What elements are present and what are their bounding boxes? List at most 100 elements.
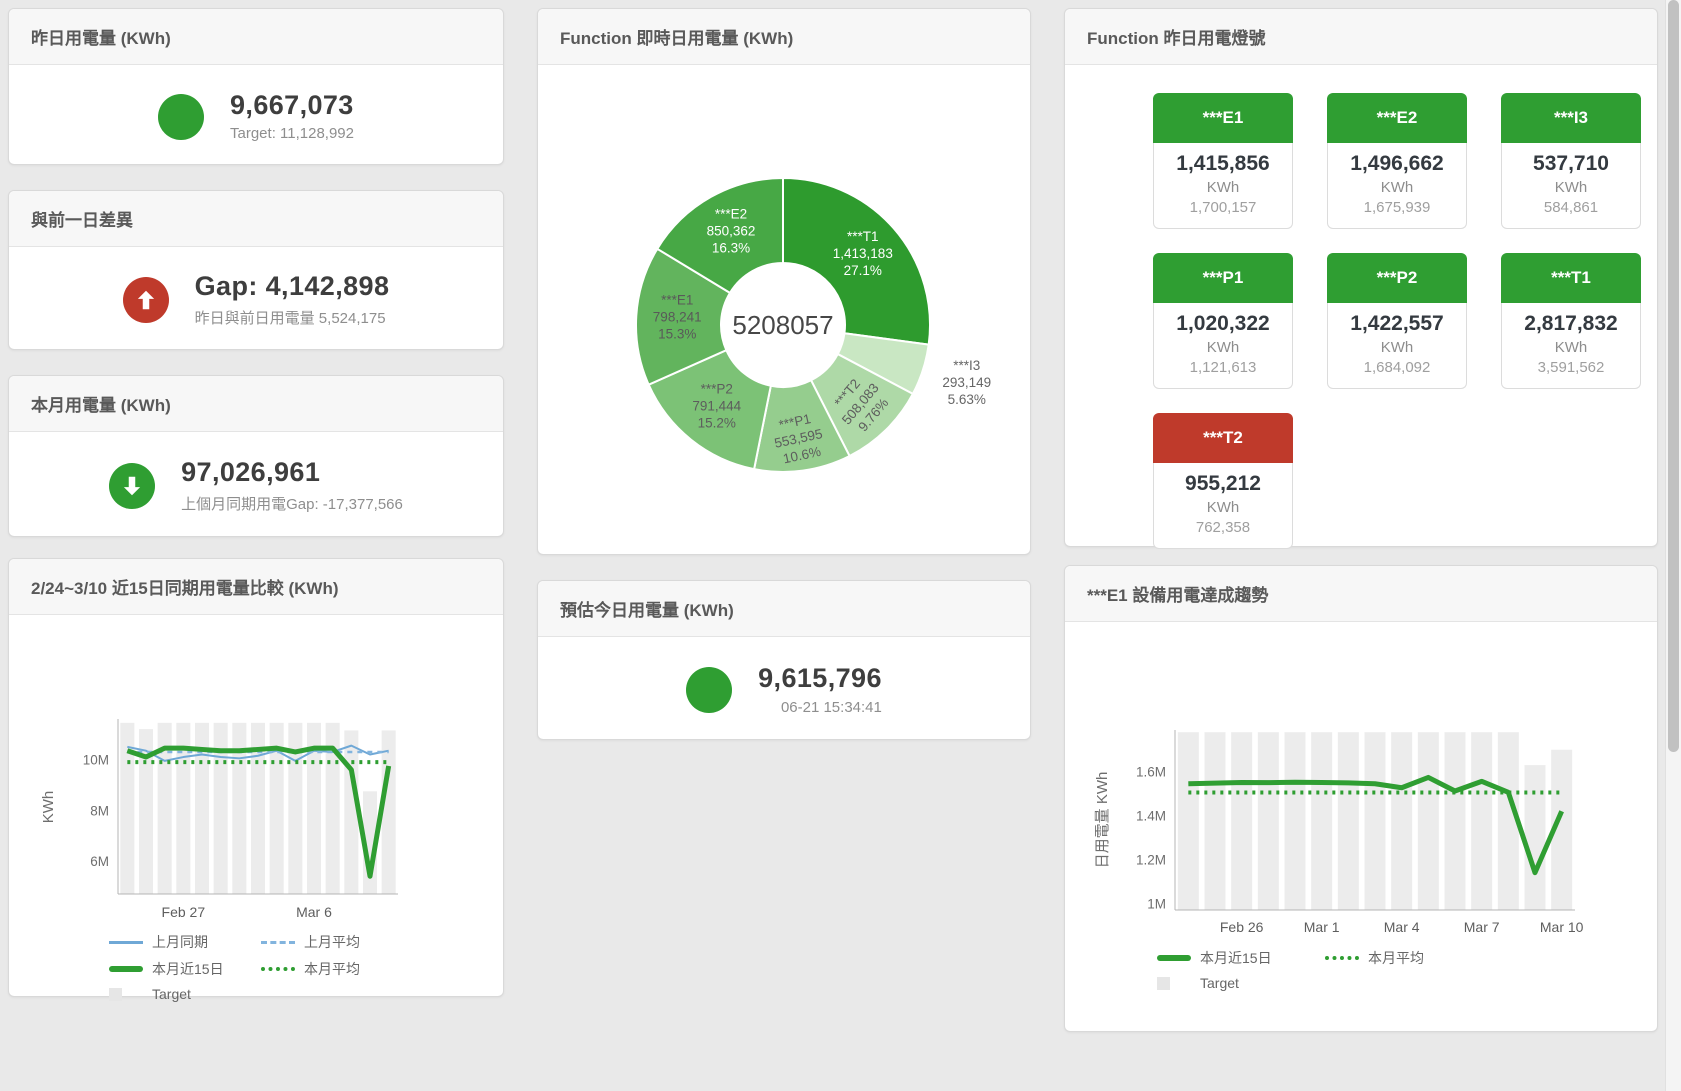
- y-axis-label: 日用電量 KWh: [1094, 772, 1111, 869]
- tile-value: 1,496,662: [1350, 152, 1444, 175]
- function-tile-I3[interactable]: ***I3 537,710 KWh 584,861: [1501, 93, 1641, 229]
- svg-text:***P2: ***P2: [701, 382, 733, 397]
- target-bar: [157, 722, 172, 894]
- scrollbar-thumb[interactable]: [1668, 0, 1679, 752]
- legend-item-本月平均[interactable]: 本月平均: [261, 959, 413, 979]
- tile-target: 3,591,562: [1537, 359, 1605, 376]
- svg-text:293,149: 293,149: [942, 375, 991, 390]
- legend-item-Target[interactable]: Target: [1157, 975, 1325, 991]
- svg-text:***I3: ***I3: [953, 358, 980, 373]
- tile-value: 2,817,832: [1524, 312, 1618, 335]
- kpi-gap: Gap: 4,142,898 昨日與前日用電量 5,524,175: [9, 247, 503, 353]
- donut-label-T1: ***T1 1,413,183 27.1%: [833, 229, 893, 278]
- y-axis-label: KWh: [40, 791, 57, 824]
- tile-body: 1,496,662 KWh 1,675,939: [1327, 143, 1467, 229]
- compare-chart-area: 6M 8M 10M Feb 27 Mar 6 KWh: [23, 711, 503, 928]
- series-thick: [1188, 774, 1564, 876]
- target-bar: [1417, 732, 1439, 910]
- target-bar: [251, 722, 265, 894]
- target-bar: [176, 722, 191, 894]
- target-bar: [1444, 732, 1466, 910]
- tile-target: 1,121,613: [1189, 359, 1257, 376]
- e1-trend-chart: 1M 1.2M 1.4M 1.6M Feb 26 Mar 1 Mar 4 Mar 7 Mar 1…: [1094, 730, 1584, 935]
- function-tile-T2[interactable]: ***T2 955,212 KWh 762,358: [1153, 413, 1293, 549]
- tile-label: ***P2: [1327, 253, 1467, 303]
- svg-text:***T1: ***T1: [847, 229, 879, 244]
- tile-label: ***T2: [1153, 413, 1293, 463]
- function-tile-T1[interactable]: ***T1 2,817,832 KWh 3,591,562: [1501, 253, 1641, 389]
- legend-item-本月近15日[interactable]: 本月近15日: [1157, 948, 1325, 968]
- card-title: Function 即時日用電量 (KWh): [538, 9, 1030, 65]
- legend-label: 本月近15日: [1200, 950, 1272, 966]
- donut-slice-E2[interactable]: [655, 176, 784, 295]
- tile-target: 1,700,157: [1189, 199, 1257, 216]
- target-bar: [213, 722, 228, 894]
- tile-label: ***E1: [1153, 93, 1293, 143]
- target-bar: [1231, 732, 1253, 910]
- legend-item-本月近15日[interactable]: 本月近15日: [109, 959, 261, 979]
- donut-label-P2: ***P2 791,444 15.2%: [692, 382, 741, 431]
- target-bar: [1177, 732, 1199, 910]
- tile-unit: KWh: [1380, 179, 1414, 196]
- kpi-text: Gap: 4,142,898 昨日與前日用電量 5,524,175: [195, 271, 390, 328]
- target-bar: [1284, 732, 1306, 910]
- target-bar: [139, 729, 153, 894]
- function-tile-P2[interactable]: ***P2 1,422,557 KWh 1,684,092: [1327, 253, 1467, 389]
- kpi-value: 97,026,961: [181, 457, 321, 488]
- donut-slice-T1[interactable]: [782, 176, 931, 346]
- svg-text:27.1%: 27.1%: [844, 263, 882, 278]
- legend-dotted-sample: [1325, 956, 1359, 960]
- legend-thick-sample: [109, 966, 143, 972]
- x-tick: Mar 6: [296, 904, 332, 920]
- vertical-scrollbar[interactable]: [1665, 0, 1681, 1091]
- svg-text:***E1: ***E1: [661, 292, 693, 307]
- card-title: 與前一日差異: [9, 191, 503, 247]
- x-tick: Feb 27: [162, 904, 206, 920]
- status-circle-green: [686, 667, 733, 713]
- legend-square-sample: [1157, 976, 1170, 990]
- legend-label: Target: [152, 986, 191, 1002]
- donut-slice-E1[interactable]: [635, 247, 732, 387]
- y-tick: 1.6M: [1136, 765, 1166, 780]
- svg-text:15.3%: 15.3%: [658, 326, 696, 341]
- target-bar: [232, 722, 247, 894]
- legend-label: 上月同期: [152, 934, 208, 950]
- function-tile-P1[interactable]: ***P1 1,020,322 KWh 1,121,613: [1153, 253, 1293, 389]
- target-bar: [288, 722, 303, 894]
- e1-legend: 本月近15日 本月平均 Target: [1157, 948, 1657, 991]
- donut-center-total: 5208057: [732, 310, 833, 340]
- tile-body: 1,422,557 KWh 1,684,092: [1327, 303, 1467, 389]
- series-thin: [127, 744, 389, 762]
- realtime-usage-donut[interactable]: ***T1 1,413,183 27.1% ***I3 293,149 5.63% ***T…: [538, 65, 1028, 553]
- tile-unit: KWh: [1554, 179, 1588, 196]
- svg-text:791,444: 791,444: [692, 399, 741, 414]
- function-tile-E1[interactable]: ***E1 1,415,856 KWh 1,700,157: [1153, 93, 1293, 229]
- target-bar: [344, 730, 359, 894]
- legend-item-Target[interactable]: Target: [109, 986, 261, 1002]
- function-tile-E2[interactable]: ***E2 1,496,662 KWh 1,675,939: [1327, 93, 1467, 229]
- tile-unit: KWh: [1206, 499, 1240, 516]
- compare-legend: 上月同期 上月平均本月近15日 本月平均 Target: [109, 932, 503, 1002]
- legend-dashed-sample: [261, 940, 295, 944]
- donut-label-E1: ***E1 798,241 15.3%: [653, 292, 702, 341]
- legend-label: 本月平均: [304, 961, 360, 977]
- svg-text:***P1: ***P1: [778, 411, 813, 432]
- kpi-value: 9,615,796: [758, 663, 882, 694]
- target-bar: [1364, 732, 1386, 910]
- legend-square-sample: [109, 987, 122, 1001]
- y-tick: 10M: [83, 753, 109, 768]
- legend-item-上月平均[interactable]: 上月平均: [261, 932, 413, 952]
- target-bar: [1551, 749, 1573, 910]
- kpi-yesterday: 9,667,073 Target: 11,128,992: [9, 65, 503, 168]
- x-tick: Mar 7: [1464, 919, 1500, 935]
- legend-label: Target: [1200, 975, 1239, 991]
- tile-target: 584,861: [1543, 199, 1599, 216]
- target-bar: [195, 722, 209, 894]
- legend-item-上月同期[interactable]: 上月同期: [109, 932, 261, 952]
- donut-label-E2: ***E2 850,362 16.3%: [707, 207, 756, 256]
- card-title: Function 昨日用電燈號: [1065, 9, 1657, 65]
- legend-label: 上月平均: [304, 934, 360, 950]
- kpi-month: 97,026,961 上個月同期用電Gap: -17,377,566: [9, 432, 503, 540]
- legend-item-本月平均[interactable]: 本月平均: [1325, 948, 1493, 968]
